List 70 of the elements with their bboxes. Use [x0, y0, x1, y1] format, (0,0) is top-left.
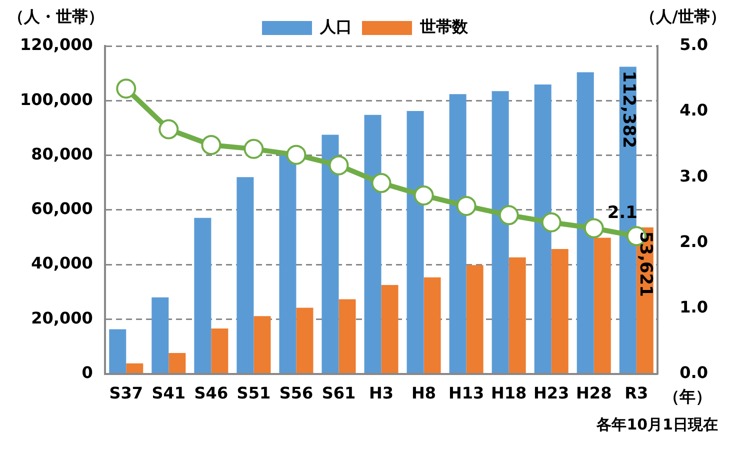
legend-label: 世帯数: [419, 17, 469, 36]
y-tick-label: 0: [82, 362, 93, 382]
y-tick-label: 100,000: [20, 90, 93, 109]
point: [584, 218, 604, 238]
bar: [236, 177, 254, 374]
point: [116, 78, 136, 99]
bar: [126, 363, 144, 374]
y2-tick-label: 4.0: [680, 100, 708, 120]
point: [286, 144, 306, 165]
y-tick-label: 20,000: [31, 308, 93, 328]
y-tick-label: 40,000: [31, 254, 93, 273]
y-tick-label: 120,000: [20, 35, 93, 54]
bar: [466, 265, 484, 374]
bar: [211, 328, 228, 374]
bar: [194, 218, 212, 374]
bar: [279, 154, 296, 374]
point: [371, 173, 392, 194]
bar: [381, 285, 398, 374]
bar: [492, 91, 509, 374]
bar: [551, 248, 568, 374]
x-tick-label: S41: [152, 384, 186, 403]
point: [244, 138, 264, 159]
point: [456, 196, 476, 216]
point: [328, 155, 349, 176]
point: [541, 212, 562, 232]
x-tick-label: H28: [576, 384, 612, 403]
y2-tick-label: 2.0: [680, 232, 708, 251]
bar: [168, 353, 186, 374]
x-tick-label: S61: [322, 384, 356, 403]
y2-tick-label: 3.0: [680, 166, 708, 186]
y2-axis-title: （人/世帯）: [640, 7, 726, 26]
data-label: 53,621: [635, 231, 656, 297]
x-tick-label: H8: [412, 384, 436, 403]
x-tick-label: S37: [109, 384, 144, 403]
x-tick-label: S51: [236, 384, 271, 403]
x-axis-title: （年）: [664, 386, 712, 406]
bar: [576, 72, 594, 374]
bar: [508, 257, 526, 374]
bar: [424, 277, 441, 374]
bar: [152, 297, 169, 374]
data-label: 112,382: [618, 70, 638, 148]
x-tick-label: R3: [624, 384, 648, 403]
y2-tick-label: 0.0: [680, 362, 708, 382]
bar: [406, 111, 424, 374]
x-tick-label: S46: [194, 384, 228, 403]
bar: [109, 329, 126, 374]
point: [498, 205, 519, 226]
point: [414, 185, 434, 206]
bar: [534, 84, 552, 374]
y-axis-title: （人・世帯）: [8, 7, 104, 26]
x-tick-label: S56: [279, 384, 314, 403]
bar: [338, 299, 356, 374]
point: [201, 134, 222, 155]
bar: [322, 134, 339, 374]
x-tick-label: H13: [448, 384, 484, 403]
text: 各年10月1日現在: [596, 416, 718, 434]
bar: [296, 308, 314, 374]
x-tick-label: H18: [491, 384, 527, 403]
bar: [594, 238, 611, 374]
y-tick-label: 60,000: [31, 199, 93, 218]
point: [158, 119, 179, 140]
y2-tick-label: 5.0: [680, 35, 708, 54]
y-tick-label: 80,000: [31, 144, 93, 164]
bar: [254, 316, 271, 374]
y2-tick-label: 1.0: [680, 297, 708, 316]
legend-label: 人口: [319, 17, 352, 36]
bar: [364, 114, 382, 374]
bar: [449, 94, 466, 374]
x-tick-label: H23: [534, 384, 570, 403]
x-tick-label: H3: [369, 384, 394, 403]
